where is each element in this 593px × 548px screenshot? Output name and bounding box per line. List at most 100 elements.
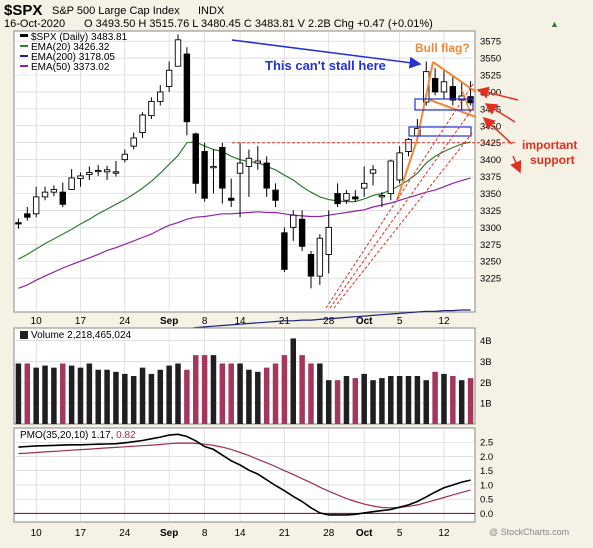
candle-body	[148, 100, 155, 117]
bottom-x-axis: 10 17 24 Sep 8 14 21 28 Oct 5 12	[31, 528, 450, 539]
volume-bar	[113, 371, 119, 424]
volume-bar	[272, 363, 279, 424]
chart-date: 16-Oct-2020	[4, 18, 65, 30]
candle-body	[112, 171, 120, 174]
candle-body	[174, 39, 182, 67]
candle	[272, 183, 279, 208]
candle	[103, 165, 111, 180]
candle	[77, 172, 84, 187]
bottom-x-tick-label: Sep	[160, 528, 178, 539]
annotations: This can't stall here Bull flag? importa…	[231, 39, 577, 309]
candle	[378, 192, 386, 208]
volume-bar	[219, 363, 226, 424]
price-y-tick-label: 3425	[480, 138, 501, 149]
volume-bar	[317, 363, 323, 424]
legend-ema200: EMA(200) 3178.05	[31, 52, 115, 63]
bottom-x-tick-label: Oct	[356, 528, 373, 539]
volume-bar	[166, 365, 172, 424]
candle-body	[192, 133, 199, 184]
candle-body	[307, 253, 315, 277]
candle-body	[334, 193, 341, 205]
candle	[369, 165, 377, 186]
candle	[325, 210, 332, 274]
candle-body	[103, 169, 111, 173]
bottom-x-tick-label: 17	[75, 528, 87, 539]
flag-pole	[396, 61, 434, 201]
price-y-tick-label: 3525	[480, 71, 501, 82]
volume-bar	[423, 380, 429, 424]
volume-bar	[77, 367, 84, 424]
candle	[174, 34, 182, 67]
candle-body	[281, 232, 288, 270]
trend-line-3	[333, 131, 474, 309]
candle	[68, 169, 75, 190]
candle-body	[165, 69, 173, 87]
candle-body	[41, 191, 49, 198]
volume-bar	[263, 367, 270, 424]
stall-annotation: This can't stall here	[265, 58, 386, 73]
candle-body	[316, 237, 324, 277]
volume-bar	[370, 380, 376, 424]
price-legend: $SPX (Daily) 3483.81 EMA(20) 3426.32 EMA…	[20, 32, 128, 73]
candle	[449, 77, 457, 106]
symbol: $SPX	[4, 2, 42, 19]
candle	[396, 146, 403, 184]
candle-body	[121, 153, 129, 161]
volume-legend-swatch	[20, 331, 28, 339]
pmo-y-tick-label: 2.0	[480, 452, 493, 463]
candle-body	[139, 114, 146, 134]
volume-bar	[68, 365, 75, 424]
volume-bar	[228, 363, 234, 424]
candle-body	[77, 175, 84, 180]
candle-body	[95, 170, 102, 173]
price-x-tick-label: 24	[119, 316, 131, 327]
volume-bar	[24, 363, 31, 424]
candle	[157, 85, 164, 106]
volume-bar	[467, 378, 474, 424]
volume-y-tick-label: 4B	[480, 336, 492, 347]
volume-bar	[432, 371, 438, 424]
volume-bar	[308, 363, 314, 424]
price-x-tick-label: Oct	[356, 316, 373, 327]
candle	[165, 61, 173, 92]
legend-swatch-ema50	[20, 65, 28, 67]
volume-bar	[414, 376, 421, 424]
stall-arrow	[231, 39, 422, 69]
volume-bar	[157, 369, 164, 424]
candle-body	[219, 147, 226, 189]
candle-body	[236, 162, 244, 174]
volume-bar	[450, 376, 456, 424]
candle-body	[352, 196, 359, 200]
candle-body	[298, 218, 306, 247]
volume-bar	[201, 355, 208, 424]
candle-body	[360, 182, 368, 189]
volume-bar	[458, 380, 465, 424]
candle	[360, 166, 368, 197]
candle	[228, 178, 235, 208]
candle-body	[157, 91, 164, 102]
candle-body	[431, 77, 439, 93]
support-box-lower	[408, 126, 472, 137]
pmo-y-tick-label: 1.0	[480, 480, 493, 491]
pmo-y-tick-label: 1.5	[480, 466, 493, 477]
volume-y-axis: 1B 2B 3B 4B	[480, 336, 492, 410]
candle	[86, 166, 93, 180]
volume-bar	[192, 355, 199, 424]
candle-body	[245, 157, 253, 167]
price-y-tick-label: 3375	[480, 172, 501, 183]
volume-bar	[148, 373, 155, 424]
support-annotation-line2: support	[530, 153, 575, 167]
pmo-y-tick-label: 0.5	[480, 495, 493, 506]
candle-body	[449, 86, 457, 101]
candle	[139, 112, 146, 138]
candle-body	[396, 152, 403, 181]
volume-bar	[405, 376, 412, 424]
candle	[254, 146, 261, 170]
volume-bar	[246, 369, 252, 424]
pmo-label: PMO(35,20,10) 1.17, 0.82	[20, 430, 136, 441]
exchange: INDX	[198, 5, 225, 17]
candle	[219, 142, 226, 204]
volume-bar	[352, 378, 359, 424]
flag-cross-line	[461, 89, 471, 113]
